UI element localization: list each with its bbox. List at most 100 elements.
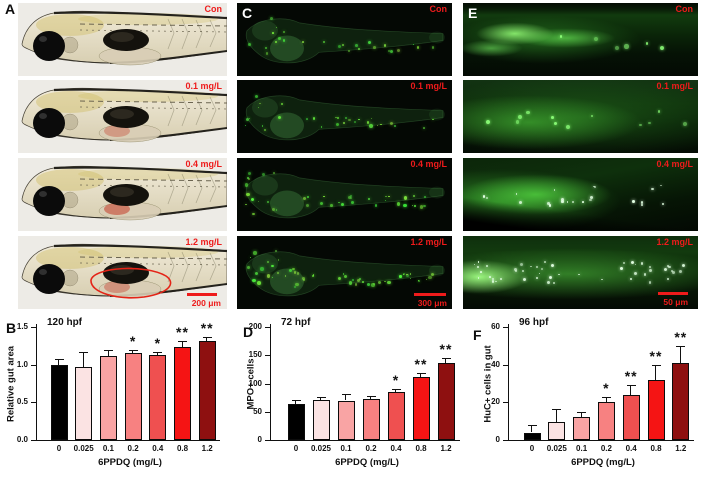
fluorescent-dot (344, 275, 348, 279)
fluorescent-dot (312, 274, 315, 276)
chart-title: 120 hpf (47, 317, 83, 328)
y-tick (265, 440, 270, 441)
fluorescent-dot (551, 116, 554, 119)
error-bar-cap (441, 357, 451, 359)
significance-marker: ** (200, 319, 214, 336)
y-tick (503, 364, 508, 366)
fluorescent-dot (257, 106, 260, 109)
zebrafish-fluorescence-illustration (237, 3, 452, 76)
fluorescent-dot (383, 44, 387, 47)
fluorescent-dot (370, 118, 373, 120)
fluorescent-dot (354, 282, 358, 286)
fluorescent-dot (367, 197, 370, 201)
y-tick (265, 327, 270, 328)
fluorescent-dot (274, 249, 277, 252)
x-category-label: 0.8 (650, 444, 662, 453)
fluorescent-dot (284, 275, 287, 278)
fluorescent-dot (423, 196, 426, 199)
fluorescent-dot (366, 283, 370, 287)
fluorescent-dot (260, 267, 264, 271)
fluorescent-dot (282, 30, 286, 34)
fluorescent-dot (384, 280, 386, 283)
fluorescent-dot (338, 44, 342, 48)
y-tick (265, 383, 270, 385)
fluorescent-dot (672, 271, 676, 275)
fluorescent-dot (590, 114, 593, 117)
fluorescent-dot (247, 172, 251, 176)
y-tick-label: 0.0 (16, 435, 28, 444)
fluorescent-dot (423, 127, 425, 129)
fluorescent-dot (634, 272, 638, 276)
y-axis-label: Relative gut area (5, 345, 17, 422)
fluorescent-dot (348, 119, 351, 122)
zebrafish-brightfield-illustration (18, 236, 227, 309)
micrograph-e-0-1: 0.1 mg/L (463, 80, 698, 153)
fluorescent-dot (277, 259, 280, 261)
x-category-label: 0.4 (625, 444, 637, 453)
fluorescent-dot (245, 117, 250, 122)
panel-label-e: E (468, 5, 478, 21)
fluorescent-dot (624, 44, 629, 49)
fluorescent-dot (338, 277, 341, 281)
fluorescent-dot (623, 262, 626, 265)
fluorescent-dot (639, 123, 642, 127)
error-bar (580, 411, 582, 418)
micrograph-e-0-4: 0.4 mg/L (463, 158, 698, 231)
zebrafish-brightfield-illustration (18, 80, 227, 153)
bar (672, 362, 690, 440)
fluorescent-dot (561, 200, 564, 203)
fluorescent-dot (666, 264, 670, 268)
chart-d-mpo-cells: 72 hpf MPO+ cells 0 50 100 150 200 0 0.025 0.1 0.2… (240, 315, 475, 479)
bar (287, 404, 305, 440)
bar (437, 362, 455, 440)
concentration-label: 1.2 mg/L (656, 237, 693, 247)
fluorescent-dot (250, 197, 254, 201)
fluorescent-dot (671, 270, 673, 272)
fluorescent-dot (425, 278, 427, 280)
micrograph-e-con: Con (463, 3, 698, 76)
fluorescent-dot (681, 264, 685, 268)
fluorescent-dot (399, 275, 402, 278)
fluorescent-dot (582, 201, 584, 203)
fluorescent-dot (311, 274, 315, 278)
error-bar (420, 372, 422, 378)
fluorescent-dot (660, 46, 665, 51)
significance-marker: ** (674, 328, 688, 345)
fluorescent-dot (413, 194, 416, 197)
bar (149, 354, 167, 440)
y-tick-label: 0.5 (16, 397, 28, 407)
fluorescent-dot (645, 42, 649, 46)
y-tick-label: 1.5 (16, 322, 28, 331)
error-bar (345, 394, 347, 401)
significance-marker: * (129, 333, 137, 350)
fluorescent-dot (257, 200, 259, 203)
fluorescent-dot (353, 121, 356, 123)
error-bar-cap (341, 394, 351, 396)
fluorescent-dot (660, 184, 662, 186)
bar (362, 398, 380, 440)
fluorescent-dot (640, 203, 643, 206)
fluorescent-dot (499, 277, 502, 280)
micrograph-c-con: Con (237, 3, 452, 76)
fluorescent-dot (431, 46, 435, 49)
error-bar-cap (391, 388, 401, 390)
fluorescent-dot (431, 272, 435, 276)
fluorescent-dot (548, 203, 552, 207)
fluorescent-dot (571, 201, 574, 204)
x-category-label: 0.1 (340, 444, 352, 453)
fluorescent-dot (362, 281, 364, 283)
error-bar (445, 357, 447, 363)
fluorescent-dot (405, 273, 408, 276)
fluorescent-dot (345, 117, 348, 120)
fluorescent-dot (477, 261, 479, 263)
fluorescent-dot (418, 280, 421, 283)
fluorescent-dot (396, 48, 401, 53)
scale-bar (658, 292, 688, 295)
fluorescent-dot (643, 272, 647, 276)
error-bar-cap (103, 350, 113, 352)
fluorescent-dot (414, 205, 417, 208)
micrograph-a-0-4: 0.4 mg/L (18, 158, 227, 231)
fluorescent-dot (272, 32, 274, 34)
fluorescent-dot (682, 121, 688, 126)
panel-label-a: A (5, 1, 16, 17)
